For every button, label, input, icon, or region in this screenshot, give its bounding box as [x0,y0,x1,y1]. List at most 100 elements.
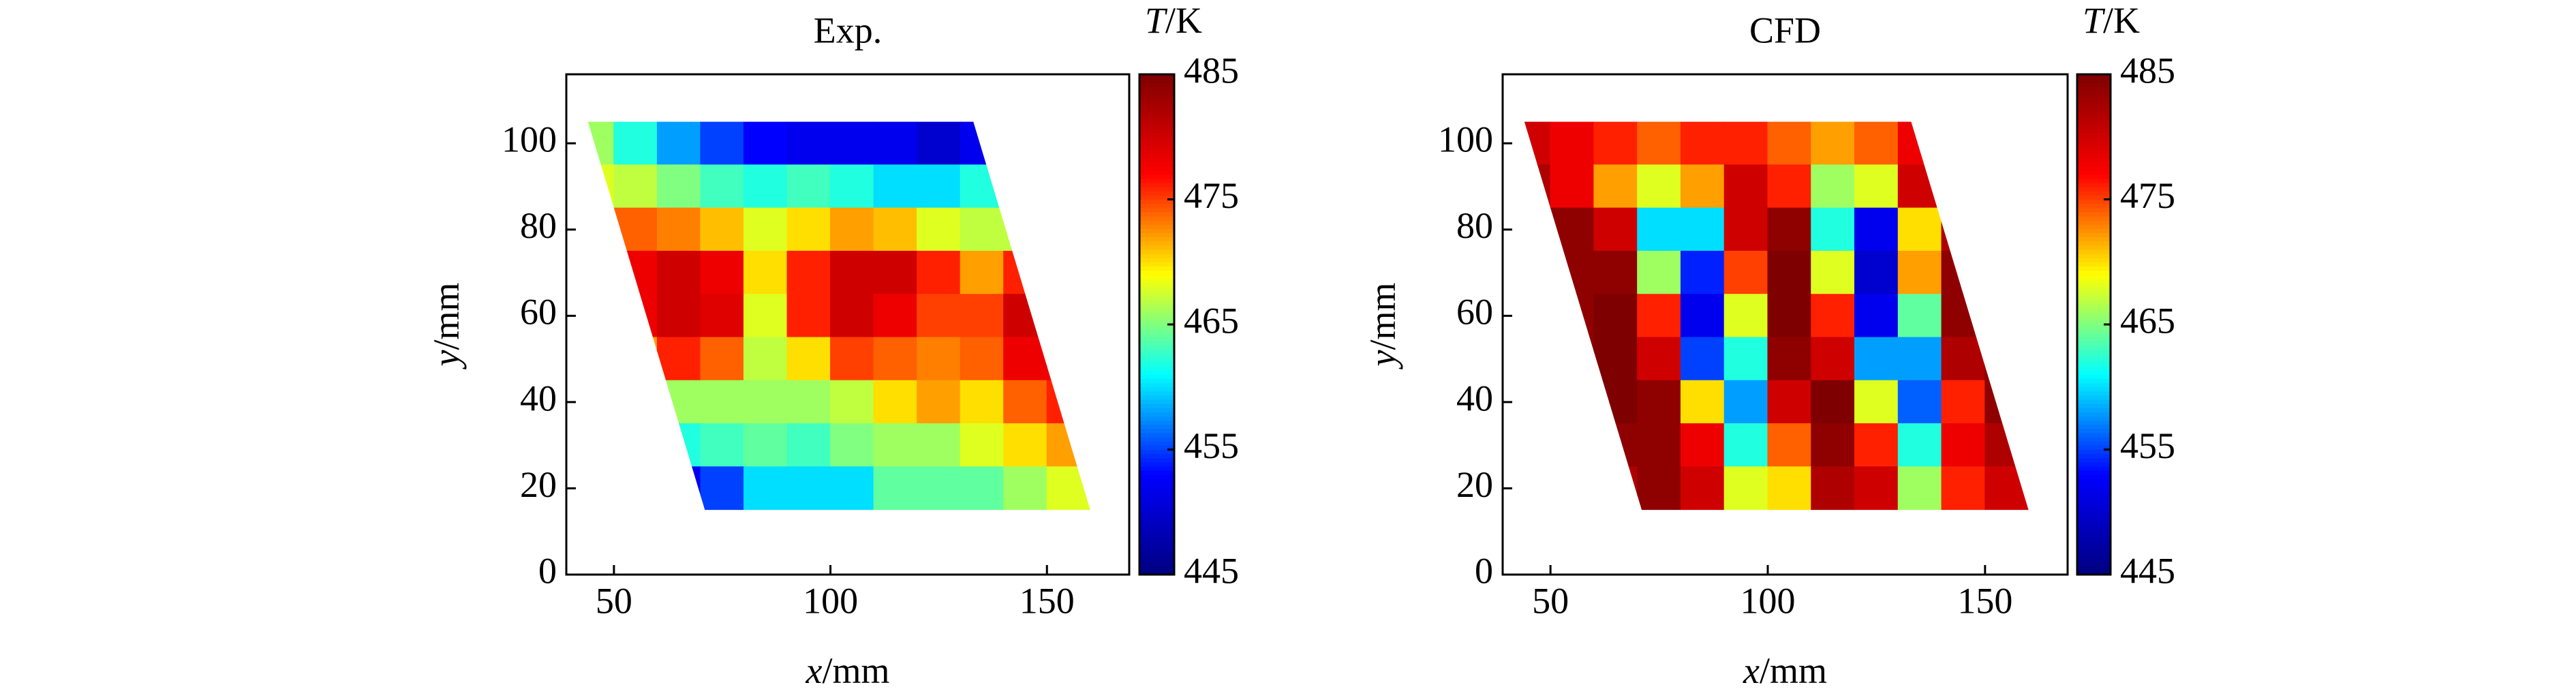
colorbar-strip [2077,382,2111,388]
cell [873,121,918,166]
colorbar-strip [1139,532,1174,538]
colorbar-strip [2077,411,2111,417]
y-tick-label: 80 [520,205,557,246]
cell [873,337,918,381]
cell [700,121,745,166]
colorbar-strip [2077,436,2111,442]
colorbar-strip [2077,119,2111,125]
cell [786,121,831,166]
colorbar-strip [1139,503,1174,508]
colorbar-strip [1139,78,1174,83]
cell [656,294,701,338]
colorbar-strip [1139,345,1174,350]
cell [1550,121,1595,166]
colorbar-strip [1139,178,1174,183]
y-tick-label: 60 [520,292,557,333]
colorbar-tick-label: 455 [1184,425,1239,466]
colorbar-strip [1139,332,1174,337]
cell [1984,423,2029,468]
colorbar-strip [1139,399,1174,404]
colorbar-strip [2077,553,2111,559]
colorbar-strip [1139,440,1174,446]
colorbar-strip [1139,153,1174,158]
colorbar-strip [2077,499,2111,504]
cell [1897,207,1942,252]
cell [1524,121,1551,166]
cell [873,466,918,511]
colorbar-strip [1139,570,1174,575]
cell [1767,207,1812,252]
colorbar-strip [1139,324,1174,329]
colorbar-strip [2077,174,2111,179]
cell [587,121,615,166]
cell [1680,423,1725,468]
cell [613,164,658,209]
colorbar-strip [2077,449,2111,455]
colorbar-strip [1139,149,1174,154]
colorbar-strip [1139,482,1174,488]
colorbar-strip [1139,123,1174,130]
colorbar-strip [1139,136,1174,142]
cell [1811,294,1856,338]
y-axis-label: y/mm [1362,283,1403,370]
colorbar-strip [2077,157,2111,162]
colorbar-strip [2077,282,2111,288]
colorbar-strip [2077,444,2111,450]
colorbar-strip [1139,140,1174,146]
colorbar-strip [1139,382,1174,388]
colorbar-strip [2077,340,2111,346]
cell [1941,207,1986,252]
colorbar-strip [2077,123,2111,130]
colorbar-strip [2077,190,2111,196]
colorbar-strip [1139,316,1174,321]
axes-frame [565,73,1131,576]
x-axis-label-unit: /mm [822,650,889,691]
colorbar-strip [1139,541,1174,546]
cell [830,250,874,295]
cell [873,423,918,468]
colorbar-strip [1139,278,1174,284]
colorbar-strip [1139,340,1174,346]
cell [1811,121,1856,166]
colorbar-strip [2077,253,2111,258]
cell [1723,250,1768,295]
colorbar-strip [2077,549,2111,554]
colorbar-strip [1139,286,1174,292]
cell [1637,250,1681,295]
colorbar-label: T/K [2083,0,2140,41]
colorbar-strip [1139,424,1174,429]
colorbar-strip [2077,365,2111,371]
colorbar-strip [2077,219,2111,225]
colorbar-strip [2077,495,2111,500]
cell [873,294,918,338]
y-axis-label-symbol: y [426,350,467,369]
cell [656,423,701,468]
cell [743,466,788,511]
cell [917,423,961,468]
cell [1811,466,1856,511]
cell [1984,466,2029,511]
colorbar-strip [2077,320,2111,325]
cell [1593,121,1638,166]
colorbar-strip [2077,424,2111,429]
cell [743,164,788,209]
colorbar-strip [1139,174,1174,179]
cell [613,294,658,338]
colorbar-strip [1139,357,1174,363]
colorbar-tick-label: 445 [2120,550,2175,591]
cell [830,337,874,381]
colorbar-strip [1139,403,1174,408]
colorbar-strip [2077,378,2111,384]
colorbar-strip [2077,432,2111,438]
colorbar-strip [2077,420,2111,425]
cell [700,207,745,252]
colorbar-strip [1139,99,1174,104]
cell [1941,466,1986,511]
colorbar-strip [1139,186,1174,192]
colorbar-strip [1139,436,1174,442]
colorbar-strip [1139,86,1174,91]
cell [1637,207,1681,252]
cell [1941,337,1986,381]
colorbar-strip [2077,299,2111,304]
